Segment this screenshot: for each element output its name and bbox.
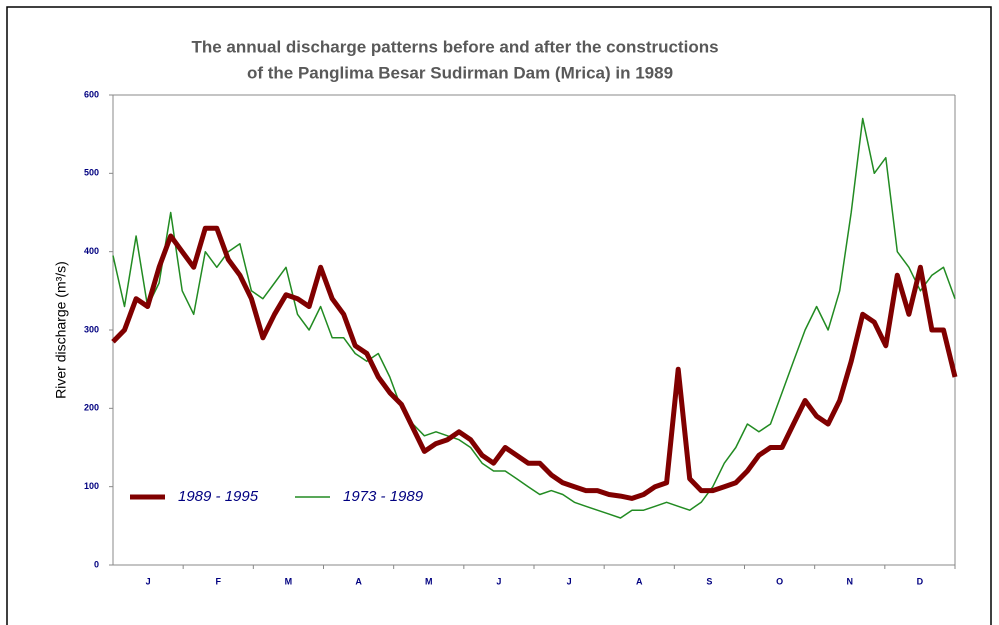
x-tick-label: M bbox=[425, 576, 433, 586]
x-tick-label: J bbox=[567, 576, 572, 586]
legend-label: 1989 - 1995 bbox=[178, 488, 259, 505]
chart-title: of the Panglima Besar Sudirman Dam (Mric… bbox=[247, 63, 673, 82]
y-tick-label: 400 bbox=[84, 246, 99, 256]
y-axis-label: River discharge (m³/s) bbox=[53, 261, 69, 399]
chart-border bbox=[6, 6, 992, 625]
x-tick-label: A bbox=[636, 576, 643, 586]
y-tick-label: 100 bbox=[84, 481, 99, 491]
x-tick-label: J bbox=[146, 576, 151, 586]
y-tick-label: 200 bbox=[84, 403, 99, 413]
y-tick-label: 600 bbox=[84, 89, 99, 99]
y-tick-label: 500 bbox=[84, 168, 99, 178]
x-tick-label: A bbox=[355, 576, 362, 586]
x-tick-label: S bbox=[706, 576, 712, 586]
y-tick-label: 0 bbox=[94, 559, 99, 569]
x-tick-label: D bbox=[917, 576, 924, 586]
x-tick-label: N bbox=[847, 576, 854, 586]
x-tick-label: M bbox=[285, 576, 293, 586]
series-line bbox=[112, 117, 956, 519]
legend-label: 1973 - 1989 bbox=[343, 488, 424, 505]
x-tick-label: J bbox=[496, 576, 501, 586]
series-line bbox=[111, 225, 958, 501]
x-tick-label: F bbox=[216, 576, 222, 586]
x-tick-label: O bbox=[776, 576, 783, 586]
chart-title: The annual discharge patterns before and… bbox=[191, 37, 718, 56]
y-tick-label: 300 bbox=[84, 324, 99, 334]
